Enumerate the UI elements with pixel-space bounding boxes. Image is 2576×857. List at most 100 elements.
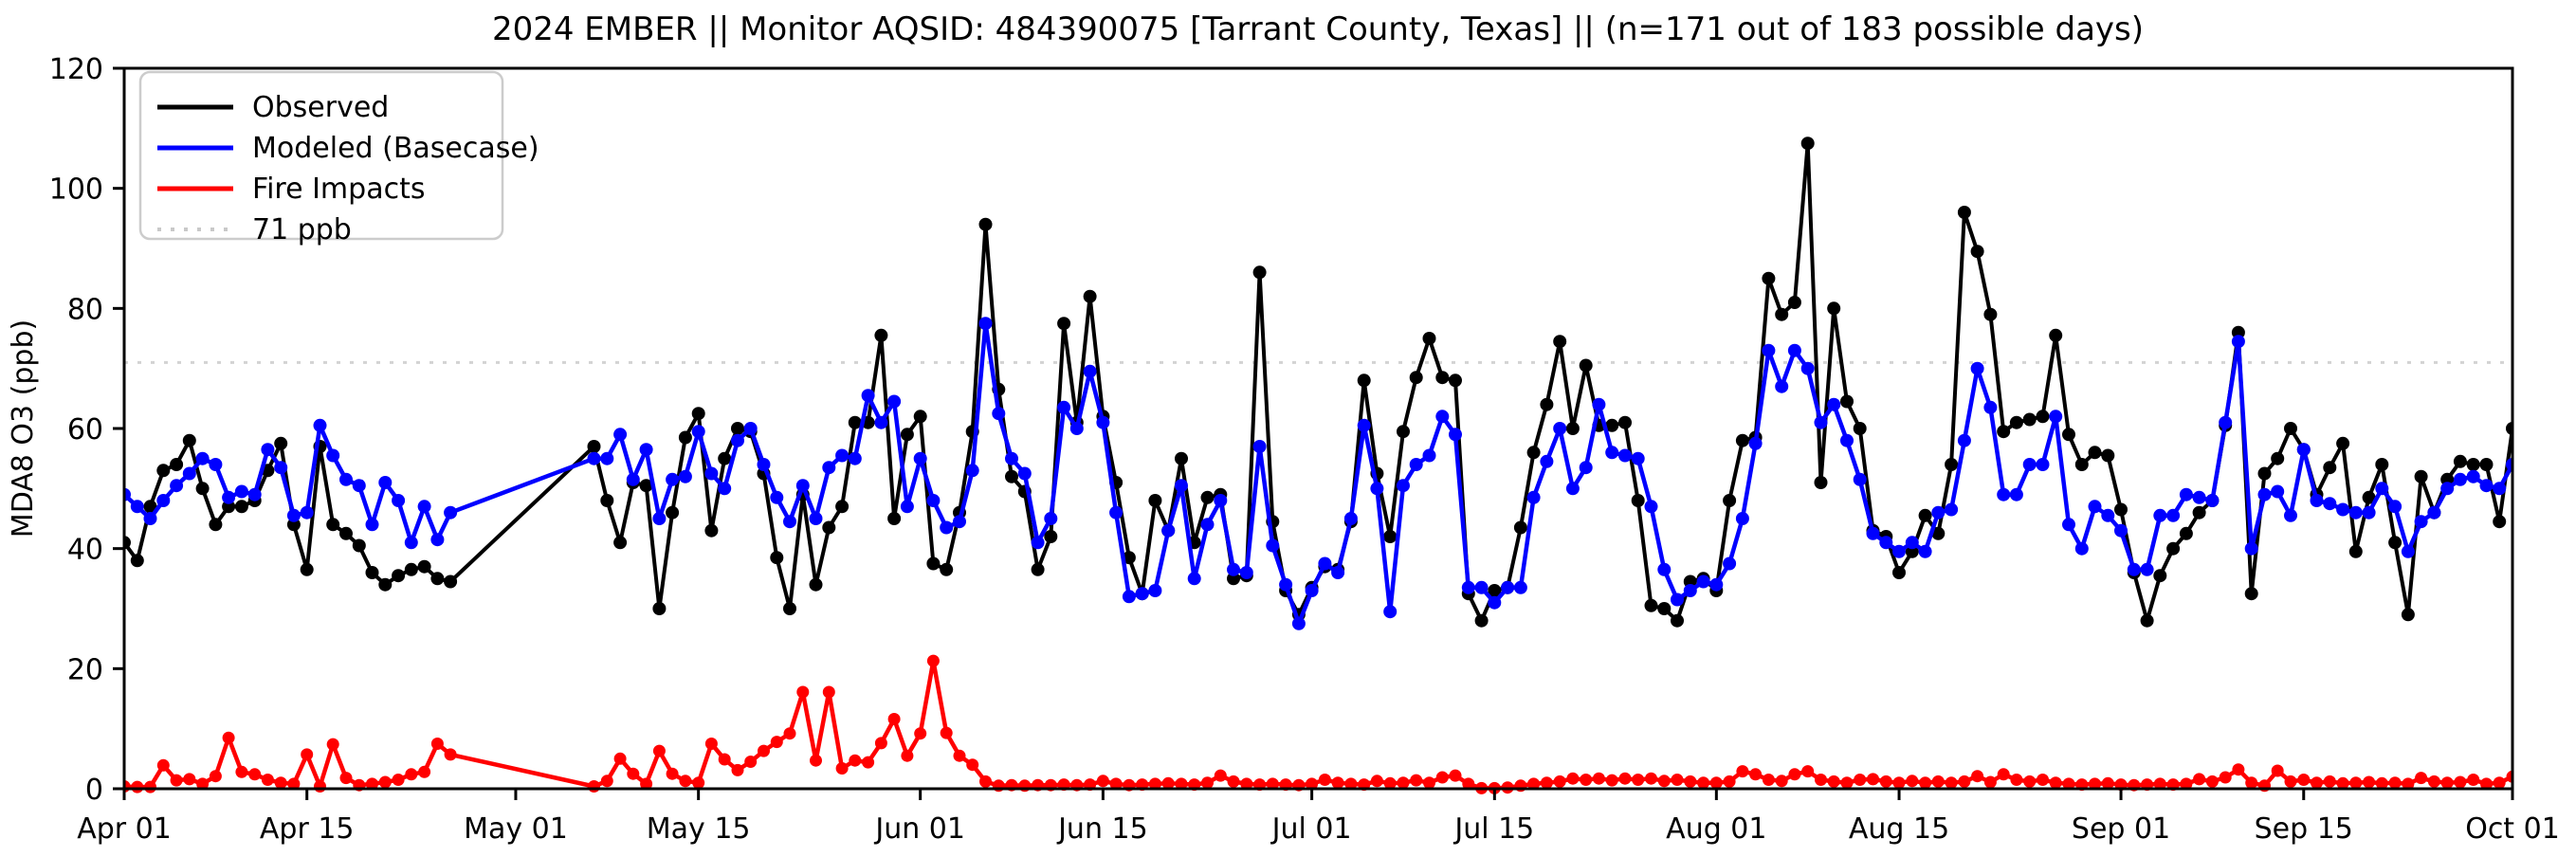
data-point-observed[interactable] bbox=[339, 526, 353, 540]
data-point-observed[interactable] bbox=[1997, 425, 2011, 439]
data-point-fire-impacts[interactable] bbox=[339, 772, 353, 785]
data-point-observed[interactable] bbox=[587, 440, 601, 453]
data-point-modeled-basecase[interactable] bbox=[1579, 461, 1593, 475]
data-point-modeled-basecase[interactable] bbox=[757, 458, 771, 471]
data-point-fire-impacts[interactable] bbox=[1580, 774, 1593, 786]
data-point-fire-impacts[interactable] bbox=[666, 767, 679, 780]
data-point-fire-impacts[interactable] bbox=[1736, 765, 1749, 778]
data-point-observed[interactable] bbox=[1449, 374, 1462, 388]
data-point-observed[interactable] bbox=[613, 536, 628, 550]
data-point-fire-impacts[interactable] bbox=[849, 754, 862, 767]
data-point-modeled-basecase[interactable] bbox=[1279, 577, 1293, 592]
data-point-modeled-basecase[interactable] bbox=[1553, 422, 1567, 435]
data-point-fire-impacts[interactable] bbox=[261, 774, 274, 786]
data-point-fire-impacts[interactable] bbox=[392, 774, 405, 786]
data-point-observed[interactable] bbox=[704, 523, 719, 538]
data-point-observed[interactable] bbox=[1057, 317, 1071, 331]
data-point-observed[interactable] bbox=[130, 554, 144, 568]
data-point-observed[interactable] bbox=[2493, 515, 2507, 529]
data-point-fire-impacts[interactable] bbox=[2349, 776, 2363, 790]
data-point-modeled-basecase[interactable] bbox=[1605, 446, 1619, 460]
data-point-modeled-basecase[interactable] bbox=[1787, 343, 1801, 357]
data-point-modeled-basecase[interactable] bbox=[1474, 580, 1489, 594]
data-point-observed[interactable] bbox=[2036, 410, 2050, 424]
data-point-modeled-basecase[interactable] bbox=[691, 425, 705, 439]
data-point-observed[interactable] bbox=[378, 577, 393, 592]
data-point-fire-impacts[interactable] bbox=[1383, 776, 1397, 790]
data-point-modeled-basecase[interactable] bbox=[2257, 487, 2272, 501]
data-point-fire-impacts[interactable] bbox=[2010, 774, 2023, 786]
data-point-fire-impacts[interactable] bbox=[2363, 775, 2376, 789]
data-point-observed[interactable] bbox=[2114, 502, 2128, 517]
data-point-fire-impacts[interactable] bbox=[1109, 777, 1123, 791]
data-point-modeled-basecase[interactable] bbox=[143, 512, 157, 525]
data-point-fire-impacts[interactable] bbox=[131, 780, 144, 793]
data-point-modeled-basecase[interactable] bbox=[2284, 508, 2297, 522]
data-point-observed[interactable] bbox=[1957, 206, 1971, 219]
data-point-modeled-basecase[interactable] bbox=[926, 494, 941, 507]
data-point-fire-impacts[interactable] bbox=[822, 685, 835, 699]
data-point-observed[interactable] bbox=[2062, 428, 2075, 442]
data-point-fire-impacts[interactable] bbox=[144, 780, 156, 793]
data-point-modeled-basecase[interactable] bbox=[1200, 518, 1215, 532]
data-point-observed[interactable] bbox=[1200, 490, 1215, 504]
data-point-fire-impacts[interactable] bbox=[796, 685, 810, 699]
data-point-modeled-basecase[interactable] bbox=[1945, 502, 1959, 517]
data-point-modeled-basecase[interactable] bbox=[1513, 580, 1527, 594]
data-point-modeled-basecase[interactable] bbox=[1618, 448, 1632, 463]
data-point-modeled-basecase[interactable] bbox=[1735, 512, 1749, 525]
data-point-fire-impacts[interactable] bbox=[2232, 763, 2245, 776]
data-point-observed[interactable] bbox=[1814, 476, 1828, 489]
data-point-fire-impacts[interactable] bbox=[2271, 764, 2284, 777]
data-point-fire-impacts[interactable] bbox=[914, 727, 927, 740]
data-point-observed[interactable] bbox=[2049, 328, 2063, 342]
data-point-modeled-basecase[interactable] bbox=[1187, 572, 1201, 586]
data-point-modeled-basecase[interactable] bbox=[652, 512, 667, 525]
data-point-fire-impacts[interactable] bbox=[1096, 775, 1109, 788]
data-point-observed[interactable] bbox=[913, 410, 927, 424]
data-point-modeled-basecase[interactable] bbox=[2388, 500, 2402, 514]
data-point-modeled-basecase[interactable] bbox=[2362, 505, 2376, 520]
data-point-fire-impacts[interactable] bbox=[444, 748, 457, 761]
data-point-modeled-basecase[interactable] bbox=[1840, 433, 1854, 447]
data-point-modeled-basecase[interactable] bbox=[887, 394, 902, 409]
data-point-modeled-basecase[interactable] bbox=[2192, 490, 2206, 504]
data-point-observed[interactable] bbox=[783, 602, 796, 615]
data-point-fire-impacts[interactable] bbox=[2415, 772, 2428, 785]
data-point-modeled-basecase[interactable] bbox=[848, 451, 862, 465]
data-point-fire-impacts[interactable] bbox=[2023, 775, 2037, 788]
data-point-fire-impacts[interactable] bbox=[2402, 777, 2415, 791]
data-point-fire-impacts[interactable] bbox=[2375, 776, 2388, 790]
data-point-modeled-basecase[interactable] bbox=[1331, 566, 1345, 579]
data-point-observed[interactable] bbox=[2362, 490, 2376, 504]
data-point-observed[interactable] bbox=[1579, 358, 1593, 373]
data-point-fire-impacts[interactable] bbox=[652, 744, 666, 757]
data-point-fire-impacts[interactable] bbox=[835, 762, 849, 775]
data-point-observed[interactable] bbox=[1787, 296, 1801, 309]
data-point-modeled-basecase[interactable] bbox=[313, 418, 327, 432]
data-point-fire-impacts[interactable] bbox=[1997, 768, 2010, 781]
data-point-fire-impacts[interactable] bbox=[196, 777, 210, 791]
data-point-modeled-basecase[interactable] bbox=[1526, 490, 1541, 504]
data-point-fire-impacts[interactable] bbox=[588, 780, 600, 793]
data-point-fire-impacts[interactable] bbox=[1657, 775, 1671, 788]
data-point-fire-impacts[interactable] bbox=[235, 765, 248, 778]
data-point-fire-impacts[interactable] bbox=[901, 749, 914, 762]
data-point-observed[interactable] bbox=[326, 518, 340, 532]
data-point-observed[interactable] bbox=[1918, 508, 1932, 522]
data-point-observed[interactable] bbox=[2284, 422, 2297, 435]
data-point-modeled-basecase[interactable] bbox=[2244, 541, 2258, 556]
data-point-fire-impacts[interactable] bbox=[1397, 776, 1410, 790]
data-point-modeled-basecase[interactable] bbox=[2466, 469, 2480, 483]
data-point-modeled-basecase[interactable] bbox=[1409, 458, 1423, 471]
data-point-observed[interactable] bbox=[2074, 458, 2089, 471]
data-point-modeled-basecase[interactable] bbox=[965, 464, 979, 478]
data-point-modeled-basecase[interactable] bbox=[1631, 451, 1645, 465]
data-point-fire-impacts[interactable] bbox=[405, 768, 418, 781]
data-point-fire-impacts[interactable] bbox=[2219, 771, 2232, 784]
data-point-modeled-basecase[interactable] bbox=[2009, 487, 2023, 501]
data-point-observed[interactable] bbox=[2244, 587, 2258, 601]
data-point-modeled-basecase[interactable] bbox=[2427, 505, 2441, 520]
data-point-modeled-basecase[interactable] bbox=[1083, 364, 1097, 378]
data-point-fire-impacts[interactable] bbox=[287, 777, 301, 791]
